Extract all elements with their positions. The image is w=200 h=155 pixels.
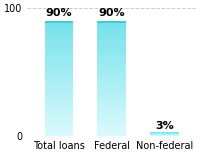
- Bar: [45, 86, 73, 90]
- Bar: [45, 132, 73, 136]
- Bar: [45, 82, 73, 86]
- Bar: [45, 78, 73, 82]
- Bar: [97, 128, 126, 132]
- Bar: [97, 132, 126, 136]
- Bar: [97, 117, 126, 121]
- Bar: [45, 32, 73, 36]
- Bar: [45, 25, 73, 29]
- Bar: [45, 113, 73, 117]
- Bar: [97, 21, 126, 23]
- Bar: [45, 63, 73, 67]
- Bar: [45, 117, 73, 121]
- Bar: [45, 124, 73, 128]
- Bar: [97, 32, 126, 36]
- Bar: [45, 102, 73, 105]
- Bar: [45, 21, 73, 25]
- Bar: [97, 71, 126, 75]
- Bar: [45, 44, 73, 48]
- Bar: [45, 109, 73, 113]
- Bar: [97, 124, 126, 128]
- Bar: [97, 82, 126, 86]
- Bar: [45, 105, 73, 109]
- Text: 90%: 90%: [46, 8, 72, 18]
- Bar: [97, 121, 126, 124]
- Bar: [97, 21, 126, 25]
- Bar: [97, 25, 126, 29]
- Bar: [97, 29, 126, 32]
- Bar: [97, 75, 126, 78]
- Bar: [97, 113, 126, 117]
- Bar: [45, 121, 73, 124]
- Bar: [45, 29, 73, 32]
- Bar: [97, 52, 126, 55]
- Bar: [97, 67, 126, 71]
- Bar: [97, 59, 126, 63]
- Bar: [45, 67, 73, 71]
- Bar: [45, 48, 73, 52]
- Bar: [45, 36, 73, 40]
- Bar: [97, 78, 126, 82]
- Bar: [45, 40, 73, 44]
- Bar: [45, 90, 73, 94]
- Bar: [45, 98, 73, 102]
- Text: 3%: 3%: [155, 121, 174, 131]
- Bar: [97, 48, 126, 52]
- Bar: [97, 86, 126, 90]
- Bar: [45, 55, 73, 59]
- Text: 90%: 90%: [98, 8, 125, 18]
- Bar: [45, 128, 73, 132]
- Bar: [97, 40, 126, 44]
- Bar: [97, 94, 126, 98]
- Bar: [45, 21, 73, 23]
- Bar: [97, 55, 126, 59]
- Bar: [97, 44, 126, 48]
- Bar: [97, 105, 126, 109]
- Bar: [45, 94, 73, 98]
- Bar: [97, 63, 126, 67]
- Bar: [45, 71, 73, 75]
- Bar: [97, 102, 126, 105]
- Bar: [97, 90, 126, 94]
- Bar: [97, 109, 126, 113]
- Bar: [45, 75, 73, 78]
- Bar: [97, 98, 126, 102]
- Bar: [97, 36, 126, 40]
- Bar: [45, 59, 73, 63]
- Bar: [45, 52, 73, 55]
